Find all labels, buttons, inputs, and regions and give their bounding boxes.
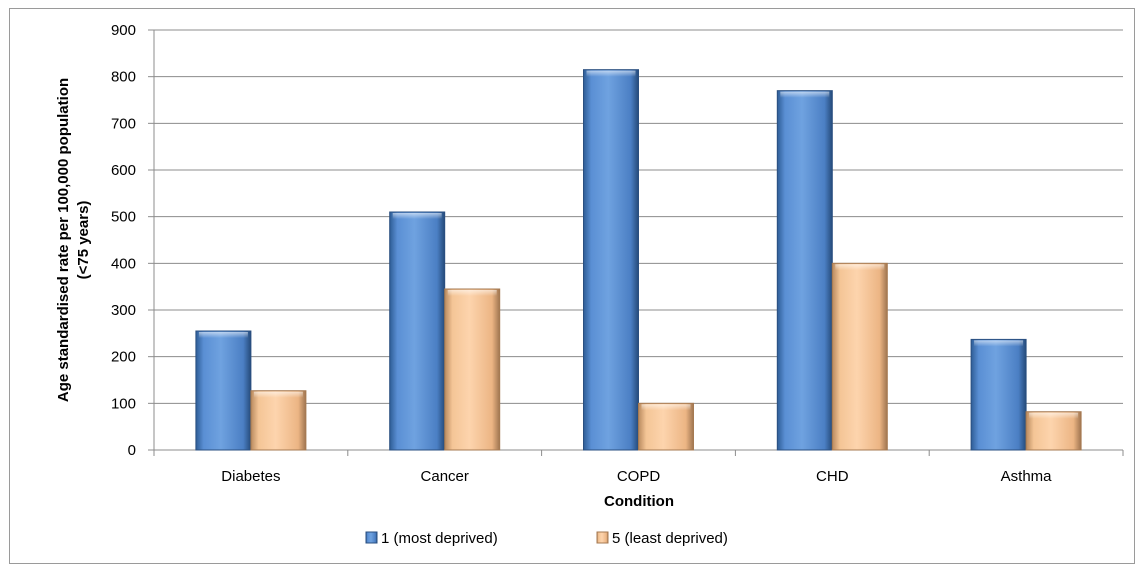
y-tick-label: 0 [128, 442, 136, 459]
axis-labels: Age standardised rate per 100,000 popula… [55, 22, 1052, 510]
legend-item-series-2: 5 (least deprived) [596, 530, 728, 547]
bar [195, 330, 252, 451]
bar-highlight [974, 340, 1024, 347]
bar-highlight [1029, 412, 1079, 419]
bar [638, 402, 694, 451]
bar [970, 338, 1027, 451]
x-tick-label: Cancer [421, 468, 469, 485]
bar-diabetes-series-1 [195, 330, 252, 451]
bar-highlight [253, 391, 303, 398]
x-axis-title: Condition [604, 493, 674, 510]
legend-swatch [365, 531, 378, 544]
y-tick-label: 700 [111, 115, 136, 132]
bar-highlight [392, 213, 442, 219]
bar-chd-series-2 [831, 262, 888, 451]
x-tick-label: COPD [617, 468, 661, 485]
bar [250, 390, 307, 451]
bar-chd-series-1 [776, 90, 833, 451]
y-tick-label: 600 [111, 162, 136, 179]
bar [389, 211, 446, 451]
bar-highlight [586, 70, 636, 77]
bar-cancer-series-2 [444, 288, 501, 451]
y-tick-label: 500 [111, 209, 136, 226]
legend: 1 (most deprived) 5 (least deprived) [365, 530, 728, 547]
bar-cancer-series-1 [389, 211, 446, 451]
bar-diabetes-series-2 [250, 390, 307, 451]
bar-copd-series-2 [638, 402, 694, 451]
y-axis-title-line-1: Age standardised rate per 100,000 popula… [55, 78, 72, 402]
bar [831, 262, 888, 451]
legend-label: 1 (most deprived) [381, 530, 498, 547]
bar-asthma-series-1 [970, 338, 1027, 451]
y-tick-label: 100 [111, 395, 136, 412]
bar-highlight [835, 264, 885, 271]
bar [444, 288, 501, 451]
x-tick-label: Asthma [1001, 468, 1053, 485]
bar [583, 69, 639, 451]
y-tick-label: 400 [111, 255, 136, 272]
x-tick-label: CHD [816, 468, 849, 485]
legend-label: 5 (least deprived) [612, 530, 728, 547]
bar-highlight [780, 91, 830, 98]
y-axis-title-line-2: (<75 years) [75, 201, 92, 280]
x-tick-label: Diabetes [221, 468, 280, 485]
y-tick-label: 800 [111, 69, 136, 86]
bar-highlight [198, 332, 248, 338]
bar-highlight [641, 404, 691, 411]
y-tick-label: 900 [111, 22, 136, 39]
legend-item-series-1: 1 (most deprived) [365, 530, 498, 547]
bars [195, 69, 1082, 451]
y-tick-label: 300 [111, 302, 136, 319]
y-tick-label: 200 [111, 349, 136, 366]
bar-copd-series-1 [583, 69, 639, 451]
bar [776, 90, 833, 451]
chart-frame [9, 8, 1135, 564]
bar-asthma-series-2 [1025, 411, 1082, 451]
legend-swatch [596, 531, 609, 544]
bar-highlight [447, 290, 497, 296]
